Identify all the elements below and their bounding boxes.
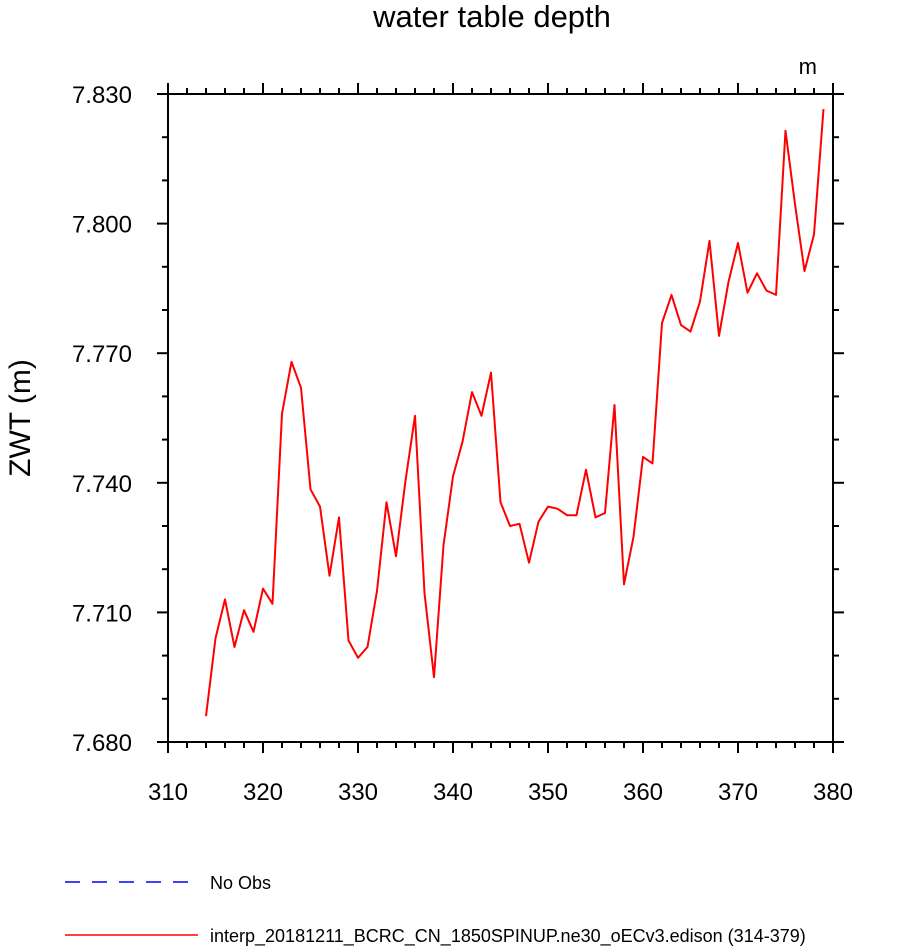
legend-label-1: interp_20181211_BCRC_CN_1850SPINUP.ne30_… <box>210 926 806 947</box>
units-label: m <box>799 54 817 79</box>
y-axis-label: ZWT (m) <box>4 359 37 477</box>
y-tick-label: 7.710 <box>72 600 132 627</box>
x-tick-label: 320 <box>243 779 283 806</box>
y-tick-label: 7.830 <box>72 82 132 109</box>
y-tick-label: 7.800 <box>72 212 132 239</box>
x-tick-label: 380 <box>813 779 853 806</box>
chart-title: water table depth <box>372 0 611 34</box>
series-layer <box>205 109 825 717</box>
x-tick-label: 360 <box>623 779 663 806</box>
x-tick-label: 310 <box>148 779 188 806</box>
x-tick-label: 370 <box>718 779 758 806</box>
y-tick-label: 7.740 <box>72 471 132 498</box>
x-tick-label: 330 <box>338 779 378 806</box>
y-tick-label: 7.770 <box>72 341 132 368</box>
axis-ticks <box>157 83 844 753</box>
x-tick-label: 350 <box>528 779 568 806</box>
x-tick-label: 340 <box>433 779 473 806</box>
axis-tick-labels: 310 320 330 340 350 360 370 380 7.680 7.710 7.740 7… <box>72 82 853 806</box>
y-tick-label: 7.680 <box>72 730 132 757</box>
series-line-1 <box>205 109 825 717</box>
plot-frame <box>167 93 834 743</box>
legend-label-0: No Obs <box>210 873 271 893</box>
legend: No Obs interp_20181211_BCRC_CN_1850SPINUP… <box>65 873 806 947</box>
